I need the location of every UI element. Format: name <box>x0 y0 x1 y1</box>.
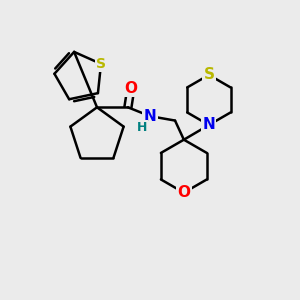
Text: O: O <box>177 185 190 200</box>
Text: N: N <box>202 118 215 133</box>
Text: S: S <box>96 57 106 71</box>
Text: H: H <box>136 121 147 134</box>
Text: S: S <box>203 68 214 82</box>
Text: N: N <box>144 109 156 124</box>
Text: O: O <box>124 81 137 96</box>
